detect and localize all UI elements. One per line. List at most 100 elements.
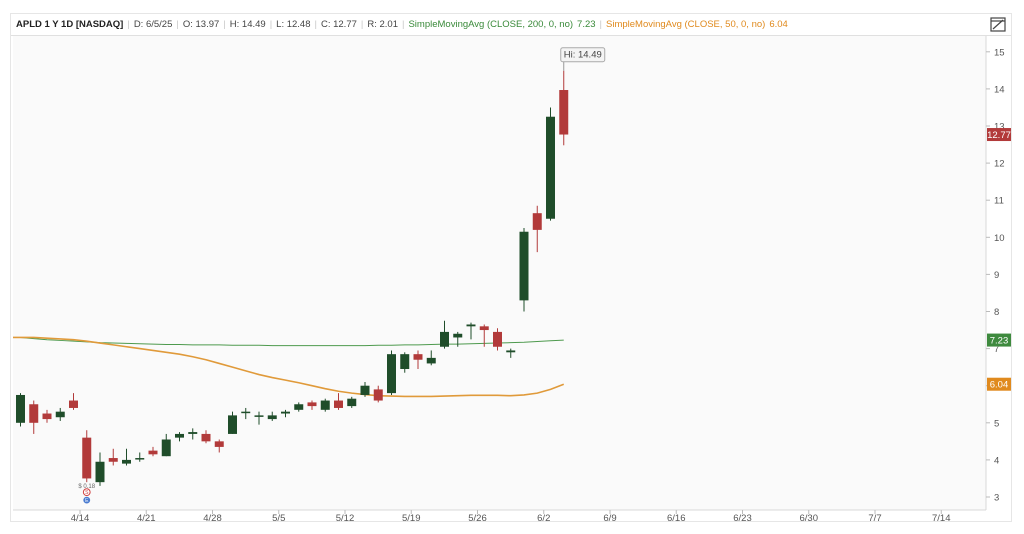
candle-body: [161, 439, 171, 457]
candle-body: [135, 458, 145, 460]
candle-body: [95, 461, 105, 483]
y-tick-label: 8: [994, 307, 999, 318]
event-marker-s: [82, 488, 91, 497]
x-tick-label: 4/21: [137, 513, 156, 521]
low-value: L: 12.48: [276, 19, 311, 30]
close-value: C: 12.77: [320, 19, 357, 30]
candle-body: [175, 433, 184, 438]
candle-body: [360, 385, 370, 395]
x-tick-label: 6/30: [800, 513, 819, 521]
sma50-price-label: 6.04: [990, 380, 1009, 391]
candle-body: [387, 354, 396, 394]
candle-body: [546, 116, 555, 219]
high-annotation-label: Hi: 14.49: [564, 50, 602, 61]
candle-body: [559, 90, 569, 135]
y-tick-label: 15: [994, 47, 1005, 58]
x-tick-label: 5/26: [468, 513, 487, 521]
candle-body: [148, 450, 158, 455]
x-tick-label: 6/16: [667, 513, 686, 521]
x-tick-label: 4/14: [71, 513, 90, 521]
sma50-legend[interactable]: SimpleMovingAvg (CLOSE, 50, 0, no): [606, 19, 766, 30]
candle-body: [466, 324, 476, 327]
candle-body: [453, 333, 463, 338]
candle-body: [214, 441, 224, 447]
candle-body: [413, 354, 423, 360]
open-value: O: 13.97: [182, 19, 220, 30]
candle-body: [42, 413, 52, 420]
candle-body: [254, 415, 264, 417]
candle-body: [281, 411, 290, 414]
candle-body: [29, 404, 39, 423]
header-divider: |: [127, 19, 130, 30]
y-tick-label: 12: [994, 159, 1005, 170]
candle-body: [294, 404, 304, 410]
x-tick-label: 5/5: [272, 513, 285, 521]
event-marker-e: [83, 496, 91, 504]
symbol-label: APLD 1 Y 1D [NASDAQ]: [16, 19, 124, 30]
y-tick-label: 3: [994, 493, 999, 504]
candle-body: [519, 231, 529, 301]
last-price-tag: [987, 128, 1011, 142]
candle-body: [506, 350, 516, 353]
sma50-line: [13, 336, 565, 398]
x-tick-label: 7/7: [868, 513, 881, 521]
candle-body: [241, 411, 251, 414]
header-divider: |: [269, 19, 273, 30]
sma200-value: 7.23: [577, 19, 596, 30]
x-tick-label: 6/2: [537, 513, 550, 521]
header-divider: |: [223, 19, 226, 30]
candle-body: [426, 357, 436, 364]
y-tick-label: 10: [994, 233, 1005, 244]
x-tick-label: 4/28: [203, 513, 222, 521]
candle-body: [16, 394, 25, 423]
y-tick-label: 9: [994, 270, 999, 281]
expand-icon[interactable]: [990, 17, 1006, 32]
y-tick-label: 14: [994, 84, 1005, 95]
x-tick-label: 6/9: [603, 513, 616, 521]
candle-body: [228, 415, 237, 434]
candle-body: [267, 415, 277, 420]
chart-header: APLD 1 Y 1D [NASDAQ] | D: 6/5/25 | O: 13…: [11, 14, 1011, 36]
candle-body: [493, 331, 502, 347]
candle-body: [334, 400, 343, 408]
candle-body: [440, 331, 449, 347]
candle-body: [347, 398, 357, 407]
candle-body: [188, 432, 198, 434]
sma50-price-tag: [987, 377, 1011, 391]
y-tick-label: 7: [994, 344, 999, 355]
high-annotation-box: [560, 47, 606, 63]
sma50-value: 6.04: [769, 19, 788, 30]
candle-body: [55, 411, 65, 418]
x-tick-label: 5/12: [336, 513, 355, 521]
high-value: H: 14.49: [229, 19, 266, 30]
chart-panel: 34567891011121314154/144/214/285/55/125/…: [10, 13, 1012, 522]
header-divider: |: [402, 19, 405, 30]
date-value: D: 6/5/25: [133, 19, 173, 30]
y-tick-label: 5: [994, 418, 999, 429]
y-tick-label: 13: [994, 122, 1005, 133]
dividend-marker: $ 0.18: [78, 484, 95, 490]
y-tick-label: 4: [994, 455, 999, 466]
sma200-legend[interactable]: SimpleMovingAvg (CLOSE, 200, 0, no): [408, 19, 574, 30]
candle-body: [479, 326, 489, 331]
header-divider: |: [360, 19, 364, 30]
candle-body: [108, 458, 118, 462]
candle-body: [373, 389, 383, 401]
sma200-price-tag: [987, 333, 1011, 347]
candle-body: [82, 437, 92, 479]
candle-body: [69, 400, 78, 408]
range-value: R: 2.01: [367, 19, 398, 30]
x-tick-label: 5/19: [402, 513, 421, 521]
candle-body: [122, 459, 131, 464]
x-tick-label: 6/23: [733, 513, 752, 521]
candle-body: [400, 354, 410, 370]
header-divider: |: [176, 19, 179, 30]
event-marker-e-label: E: [85, 498, 89, 504]
candle-body: [201, 433, 211, 442]
candle-body: [307, 402, 317, 407]
event-marker-s-label: S: [85, 490, 89, 496]
candlestick-chart: 34567891011121314154/144/214/285/55/125/…: [13, 36, 1011, 521]
y-tick-label: 11: [994, 196, 1004, 207]
header-divider: |: [314, 19, 317, 30]
header-divider: |: [599, 19, 603, 30]
